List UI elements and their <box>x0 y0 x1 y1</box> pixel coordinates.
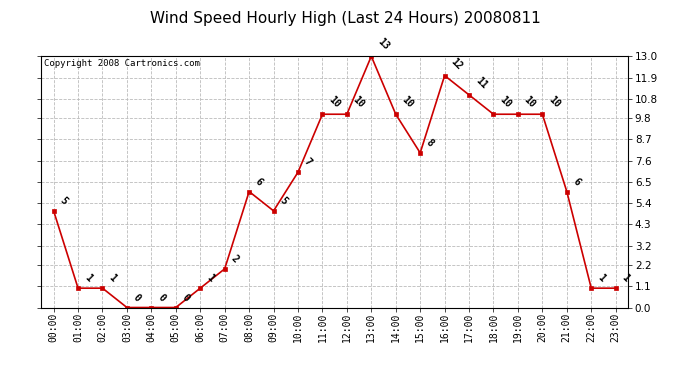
Text: 0: 0 <box>131 292 142 303</box>
Text: Wind Speed Hourly High (Last 24 Hours) 20080811: Wind Speed Hourly High (Last 24 Hours) 2… <box>150 11 540 26</box>
Text: 12: 12 <box>448 56 464 71</box>
Text: 8: 8 <box>424 138 435 149</box>
Text: 1: 1 <box>107 273 118 284</box>
Text: 7: 7 <box>302 157 313 168</box>
Text: 1: 1 <box>82 273 93 284</box>
Text: 10: 10 <box>522 94 538 110</box>
Text: 10: 10 <box>326 94 342 110</box>
Text: 10: 10 <box>546 94 562 110</box>
Text: 10: 10 <box>351 94 366 110</box>
Text: 6: 6 <box>571 176 582 188</box>
Text: 1: 1 <box>595 273 607 284</box>
Text: 1: 1 <box>204 273 216 284</box>
Text: 6: 6 <box>253 176 264 188</box>
Text: 0: 0 <box>180 292 191 303</box>
Text: 10: 10 <box>497 94 513 110</box>
Text: 5: 5 <box>58 195 69 207</box>
Text: 2: 2 <box>229 254 240 265</box>
Text: 11: 11 <box>473 75 489 91</box>
Text: Copyright 2008 Cartronics.com: Copyright 2008 Cartronics.com <box>44 59 200 68</box>
Text: 10: 10 <box>400 94 415 110</box>
Text: 13: 13 <box>375 37 391 52</box>
Text: 1: 1 <box>620 273 631 284</box>
Text: 5: 5 <box>277 195 289 207</box>
Text: 0: 0 <box>155 292 167 303</box>
